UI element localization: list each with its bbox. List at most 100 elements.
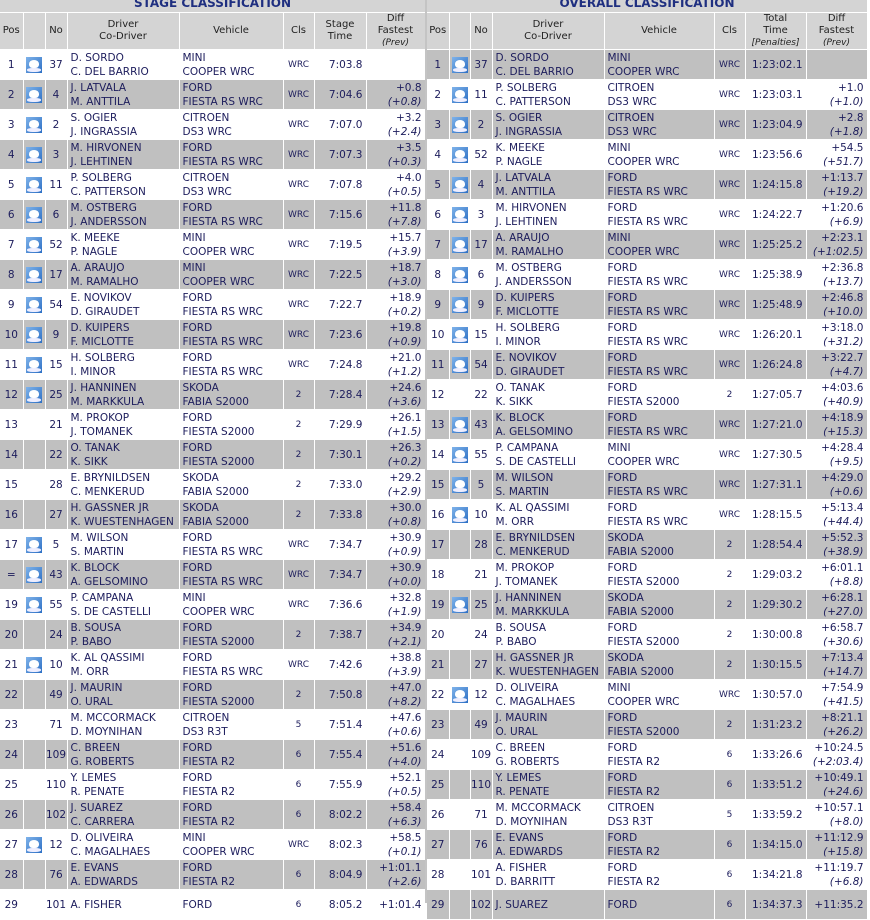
crew-names[interactable]: H. GASSNER JR K. WUESTENHAGEN	[67, 499, 180, 530]
crew-names[interactable]: D. OLIVEIRA C. MAGALHAES	[67, 829, 180, 860]
driver-name[interactable]: M. OSTBERG	[70, 201, 137, 214]
table-row[interactable]: 19 25 J. HANNINEN M. MARKKULA SKODA FABIA S20…	[427, 589, 868, 620]
driver-name[interactable]: D. OLIVEIRA	[70, 831, 134, 844]
driver-name[interactable]: H. GASSNER JR	[70, 501, 150, 514]
table-row[interactable]: 25 110 Y. LEMES R. PENATE FORD FIESTA R2 6 1:33…	[427, 769, 868, 800]
table-row[interactable]: 22 12 D. OLIVEIRA C. MAGALHAES MINI COOPER WR…	[427, 679, 868, 710]
driver-name[interactable]: M. HIRVONEN	[495, 201, 567, 214]
table-row[interactable]: 16 27 H. GASSNER JR K. WUESTENHAGEN SKODA FAB…	[0, 499, 426, 530]
table-row[interactable]: 21 27 H. GASSNER JR K. WUESTENHAGEN SKODA FAB…	[427, 649, 868, 680]
crew-names[interactable]: M. MCCORMACK D. MOYNIHAN	[67, 709, 180, 740]
crew-names[interactable]: K. MEEKE P. NAGLE	[492, 139, 605, 170]
crew-names[interactable]: A. ARAUJO M. RAMALHO	[67, 259, 180, 290]
driver-name[interactable]: K. BLOCK	[495, 411, 545, 424]
table-row[interactable]: 20 24 B. SOUSA P. BABO FORD FIESTA S2000 2 1:30…	[427, 619, 868, 650]
crew-names[interactable]: D. OLIVEIRA C. MAGALHAES	[492, 679, 605, 710]
table-row[interactable]: 22 49 J. MAURIN O. URAL FORD FIESTA S2000 2 7:5…	[0, 679, 426, 710]
driver-name[interactable]: K. MEEKE	[70, 231, 120, 244]
table-row[interactable]: 6 6 M. OSTBERG J. ANDERSSON FORD FIESTA RS WR…	[0, 199, 426, 230]
driver-name[interactable]: M. PROKOP	[495, 561, 555, 574]
crew-names[interactable]: J. MAURIN O. URAL	[67, 679, 180, 710]
table-row[interactable]: 20 24 B. SOUSA P. BABO FORD FIESTA S2000 2 7:38…	[0, 619, 426, 650]
driver-name[interactable]: P. SOLBERG	[70, 171, 132, 184]
table-row[interactable]: 28 101 A. FISHER D. BARRITT FORD FIESTA R2 6 1:…	[427, 859, 868, 890]
driver-name[interactable]: Y. LEMES	[495, 771, 542, 784]
crew-names[interactable]: C. BREEN G. ROBERTS	[67, 739, 180, 770]
table-row[interactable]: 15 28 E. BRYNILDSEN C. MENKERUD SKODA FABIA S…	[0, 469, 426, 500]
crew-names[interactable]: P. SOLBERG C. PATTERSON	[67, 169, 180, 200]
table-row[interactable]: 5 4 J. LATVALA M. ANTTILA FORD FIESTA RS WRC W…	[427, 169, 868, 200]
crew-names[interactable]: A. FISHER	[67, 889, 180, 920]
table-row[interactable]: 6 3 M. HIRVONEN J. LEHTINEN FORD FIESTA RS WR…	[427, 199, 868, 230]
crew-names[interactable]: Y. LEMES R. PENATE	[492, 769, 605, 800]
driver-name[interactable]: M. MCCORMACK	[495, 801, 581, 814]
crew-names[interactable]: E. BRYNILDSEN C. MENKERUD	[492, 529, 605, 560]
driver-name[interactable]: A. ARAUJO	[495, 231, 550, 244]
driver-name[interactable]: D. OLIVEIRA	[495, 681, 559, 694]
table-row[interactable]: 23 71 M. MCCORMACK D. MOYNIHAN CITROEN DS3 R3…	[0, 709, 426, 740]
table-row[interactable]: 3 2 S. OGIER J. INGRASSIA CITROEN DS3 WRC WRC 1…	[427, 109, 868, 140]
table-row[interactable]: 28 76 E. EVANS A. EDWARDS FORD FIESTA R2 6 8:04…	[0, 859, 426, 890]
crew-names[interactable]: O. TANAK K. SIKK	[67, 439, 180, 470]
driver-name[interactable]: D. SORDO	[495, 51, 549, 64]
table-row[interactable]: 4 3 M. HIRVONEN J. LEHTINEN FORD FIESTA RS WR…	[0, 139, 426, 170]
crew-names[interactable]: E. NOVIKOV D. GIRAUDET	[492, 349, 605, 380]
crew-names[interactable]: H. GASSNER JR K. WUESTENHAGEN	[492, 649, 605, 680]
crew-names[interactable]: K. BLOCK A. GELSOMINO	[67, 559, 180, 590]
driver-name[interactable]: H. SOLBERG	[495, 321, 560, 334]
driver-name[interactable]: J. LATVALA	[495, 171, 552, 184]
table-row[interactable]: 1 37 D. SORDO C. DEL BARRIO MINI COOPER WRC WR…	[427, 49, 868, 80]
table-row[interactable]: 13 43 K. BLOCK A. GELSOMINO FORD FIESTA RS WR…	[427, 409, 868, 440]
driver-name[interactable]: J. SUAREZ	[495, 898, 548, 911]
table-row[interactable]: 9 9 D. KUIPERS F. MICLOTTE FORD FIESTA RS WRC…	[427, 289, 868, 320]
driver-name[interactable]: M. PROKOP	[70, 411, 130, 424]
driver-name[interactable]: K. AL QASSIMI	[70, 651, 145, 664]
crew-names[interactable]: J. HANNINEN M. MARKKULA	[67, 379, 180, 410]
crew-names[interactable]: E. EVANS A. EDWARDS	[67, 859, 180, 890]
table-row[interactable]: 5 11 P. SOLBERG C. PATTERSON CITROEN DS3 WRC W…	[0, 169, 426, 200]
driver-name[interactable]: P. SOLBERG	[495, 81, 557, 94]
table-row[interactable]: 24 109 C. BREEN G. ROBERTS FORD FIESTA R2 6 1:3…	[427, 739, 868, 770]
driver-name[interactable]: E. EVANS	[495, 831, 544, 844]
table-row[interactable]: 14 55 P. CAMPANA S. DE CASTELLI MINI COOPER W…	[427, 439, 868, 470]
driver-name[interactable]: K. BLOCK	[70, 561, 120, 574]
table-row[interactable]: 10 9 D. KUIPERS F. MICLOTTE FORD FIESTA RS WR…	[0, 319, 426, 350]
crew-names[interactable]: K. AL QASSIMI M. ORR	[67, 649, 180, 680]
table-row[interactable]: 4 52 K. MEEKE P. NAGLE MINI COOPER WRC WRC 1:23…	[427, 139, 868, 170]
table-row[interactable]: 8 6 M. OSTBERG J. ANDERSSON FORD FIESTA RS WR…	[427, 259, 868, 290]
driver-name[interactable]: E. NOVIKOV	[70, 291, 132, 304]
driver-name[interactable]: J. HANNINEN	[70, 381, 137, 394]
table-row[interactable]: 2 4 J. LATVALA M. ANTTILA FORD FIESTA RS WRC W…	[0, 79, 426, 110]
driver-name[interactable]: Y. LEMES	[70, 771, 117, 784]
driver-name[interactable]: H. GASSNER JR	[495, 651, 575, 664]
crew-names[interactable]: D. KUIPERS F. MICLOTTE	[67, 319, 180, 350]
driver-name[interactable]: J. MAURIN	[495, 711, 548, 724]
table-row[interactable]: 15 5 M. WILSON S. MARTIN FORD FIESTA RS WRC WR…	[427, 469, 868, 500]
crew-names[interactable]: M. HIRVONEN J. LEHTINEN	[492, 199, 605, 230]
crew-names[interactable]: A. FISHER D. BARRITT	[492, 859, 605, 890]
table-row[interactable]: 11 54 E. NOVIKOV D. GIRAUDET FORD FIESTA RS W…	[427, 349, 868, 380]
crew-names[interactable]: E. NOVIKOV D. GIRAUDET	[67, 289, 180, 320]
driver-name[interactable]: D. KUIPERS	[495, 291, 555, 304]
table-row[interactable]: 1 37 D. SORDO C. DEL BARRIO MINI COOPER WRC WR…	[0, 49, 426, 80]
crew-names[interactable]: M. HIRVONEN J. LEHTINEN	[67, 139, 180, 170]
table-row[interactable]: 17 5 M. WILSON S. MARTIN FORD FIESTA RS WRC WR…	[0, 529, 426, 560]
driver-name[interactable]: C. BREEN	[495, 741, 546, 754]
crew-names[interactable]: M. PROKOP J. TOMANEK	[67, 409, 180, 440]
table-row[interactable]: 16 10 K. AL QASSIMI M. ORR FORD FIESTA RS WRC…	[427, 499, 868, 530]
crew-names[interactable]: O. TANAK K. SIKK	[492, 379, 605, 410]
crew-names[interactable]: K. AL QASSIMI M. ORR	[492, 499, 605, 530]
crew-names[interactable]: B. SOUSA P. BABO	[67, 619, 180, 650]
crew-names[interactable]: E. EVANS A. EDWARDS	[492, 829, 605, 860]
crew-names[interactable]: D. SORDO C. DEL BARRIO	[492, 49, 605, 80]
crew-names[interactable]: P. CAMPANA S. DE CASTELLI	[492, 439, 605, 470]
driver-name[interactable]: O. TANAK	[495, 381, 545, 394]
driver-name[interactable]: M. WILSON	[495, 471, 554, 484]
table-row[interactable]: 27 76 E. EVANS A. EDWARDS FORD FIESTA R2 6 1:34…	[427, 829, 868, 860]
crew-names[interactable]: E. BRYNILDSEN C. MENKERUD	[67, 469, 180, 500]
crew-names[interactable]: J. SUAREZ C. CARRERA	[67, 799, 180, 830]
driver-name[interactable]: J. LATVALA	[70, 81, 127, 94]
driver-name[interactable]: E. BRYNILDSEN	[70, 471, 151, 484]
crew-names[interactable]: K. BLOCK A. GELSOMINO	[492, 409, 605, 440]
table-row[interactable]: 29 101 A. FISHER FORD 6 8:05.2 +1:01.4	[0, 889, 426, 920]
